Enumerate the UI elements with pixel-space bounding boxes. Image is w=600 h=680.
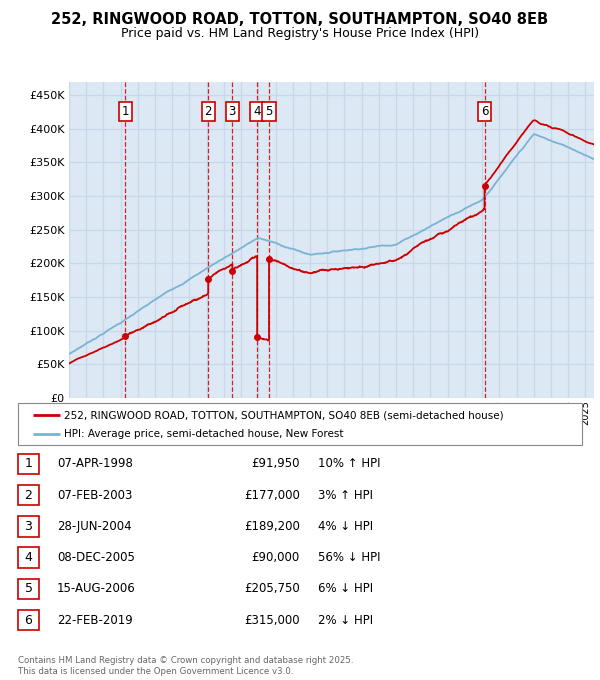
Text: Contains HM Land Registry data © Crown copyright and database right 2025.: Contains HM Land Registry data © Crown c… — [18, 656, 353, 666]
Text: 3: 3 — [229, 105, 236, 118]
Text: 10% ↑ HPI: 10% ↑ HPI — [318, 457, 380, 471]
Text: 1: 1 — [25, 457, 32, 471]
Text: This data is licensed under the Open Government Licence v3.0.: This data is licensed under the Open Gov… — [18, 667, 293, 677]
Text: 2% ↓ HPI: 2% ↓ HPI — [318, 613, 373, 627]
Text: £205,750: £205,750 — [244, 582, 300, 596]
Text: HPI: Average price, semi-detached house, New Forest: HPI: Average price, semi-detached house,… — [64, 428, 344, 439]
Text: 1: 1 — [122, 105, 129, 118]
Text: 4% ↓ HPI: 4% ↓ HPI — [318, 520, 373, 533]
Text: 5: 5 — [265, 105, 273, 118]
Text: 4: 4 — [253, 105, 261, 118]
Text: 3: 3 — [25, 520, 32, 533]
Text: 07-FEB-2003: 07-FEB-2003 — [57, 488, 133, 502]
Text: 252, RINGWOOD ROAD, TOTTON, SOUTHAMPTON, SO40 8EB (semi-detached house): 252, RINGWOOD ROAD, TOTTON, SOUTHAMPTON,… — [64, 410, 504, 420]
Text: 4: 4 — [25, 551, 32, 564]
Text: 6: 6 — [481, 105, 488, 118]
Text: £189,200: £189,200 — [244, 520, 300, 533]
Text: 6% ↓ HPI: 6% ↓ HPI — [318, 582, 373, 596]
Text: 3% ↑ HPI: 3% ↑ HPI — [318, 488, 373, 502]
Text: 28-JUN-2004: 28-JUN-2004 — [57, 520, 131, 533]
Text: 22-FEB-2019: 22-FEB-2019 — [57, 613, 133, 627]
Text: 08-DEC-2005: 08-DEC-2005 — [57, 551, 135, 564]
Text: 56% ↓ HPI: 56% ↓ HPI — [318, 551, 380, 564]
Text: 2: 2 — [25, 488, 32, 502]
Text: Price paid vs. HM Land Registry's House Price Index (HPI): Price paid vs. HM Land Registry's House … — [121, 27, 479, 41]
Text: £315,000: £315,000 — [244, 613, 300, 627]
Text: 07-APR-1998: 07-APR-1998 — [57, 457, 133, 471]
Text: £177,000: £177,000 — [244, 488, 300, 502]
Text: 2: 2 — [205, 105, 212, 118]
Text: 15-AUG-2006: 15-AUG-2006 — [57, 582, 136, 596]
Text: 6: 6 — [25, 613, 32, 627]
Text: £91,950: £91,950 — [251, 457, 300, 471]
Text: 5: 5 — [25, 582, 32, 596]
Text: £90,000: £90,000 — [252, 551, 300, 564]
Text: 252, RINGWOOD ROAD, TOTTON, SOUTHAMPTON, SO40 8EB: 252, RINGWOOD ROAD, TOTTON, SOUTHAMPTON,… — [52, 12, 548, 27]
